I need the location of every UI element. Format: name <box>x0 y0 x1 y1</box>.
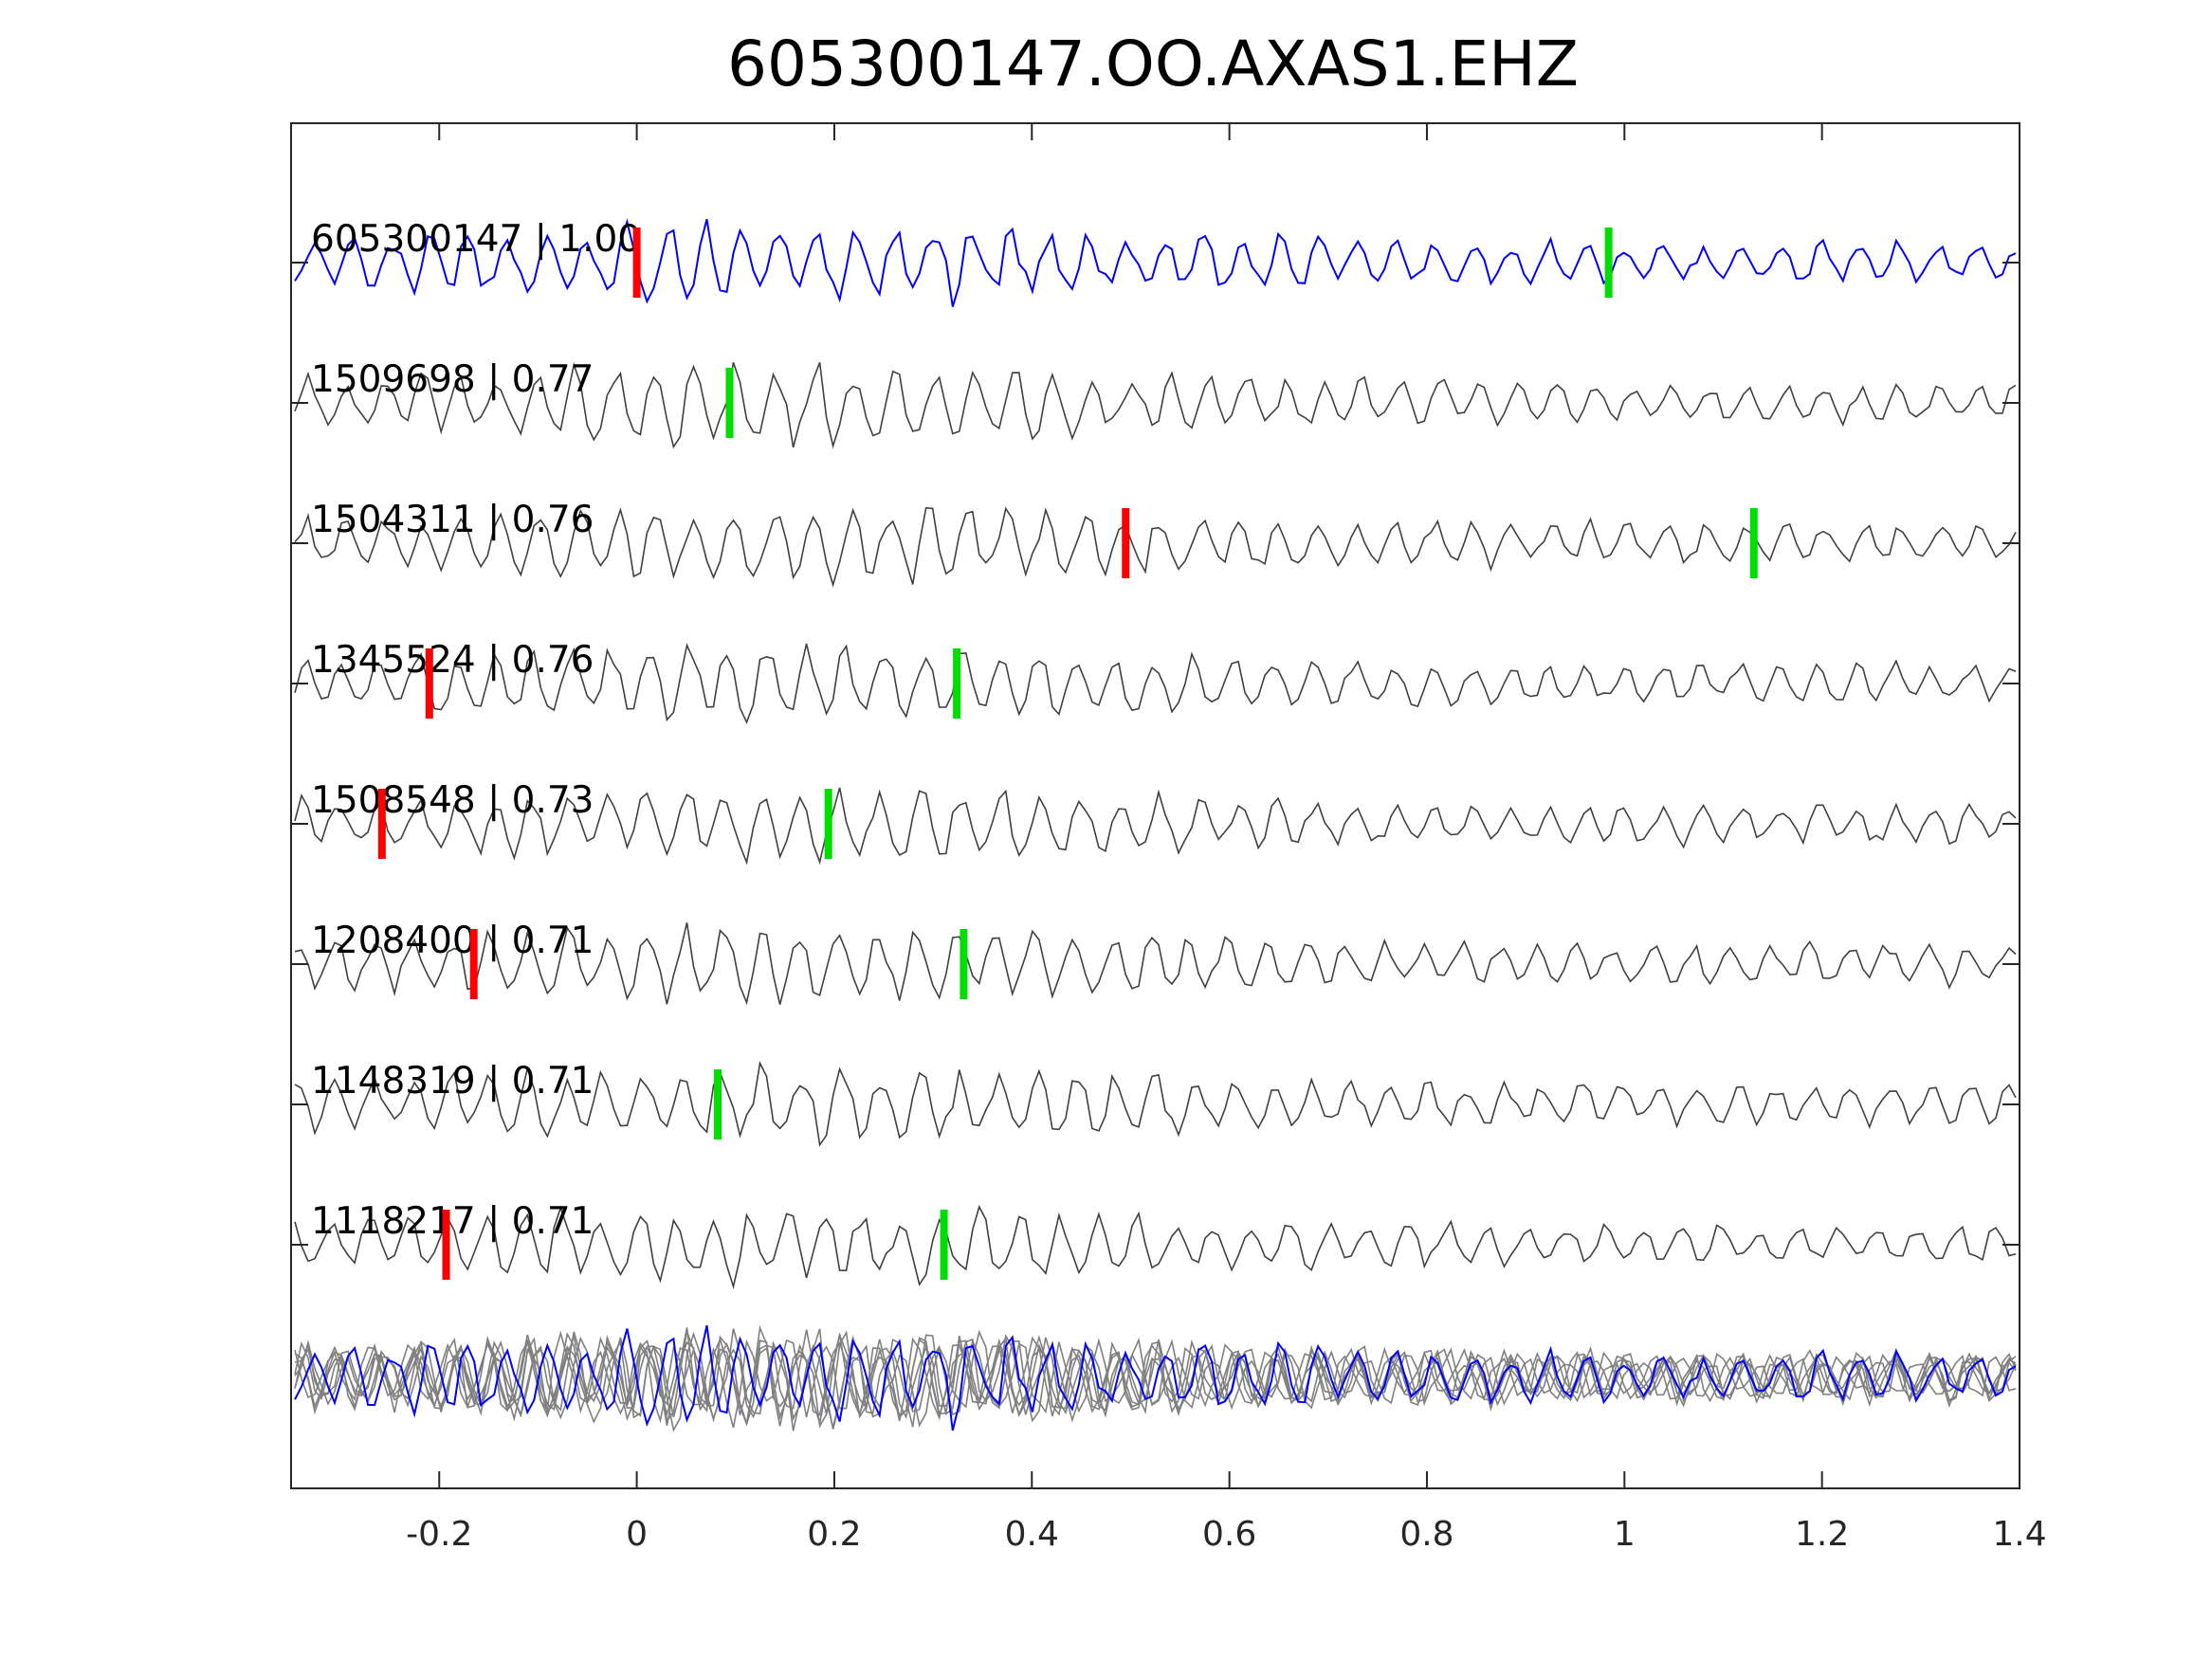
p-pick-marker <box>442 1210 450 1280</box>
s-pick-marker <box>1604 228 1613 298</box>
chart-title: 605300147.OO.AXAS1.EHZ <box>727 27 1579 100</box>
stacked-trace-template <box>294 1324 2017 1431</box>
s-pick-marker <box>714 1069 722 1139</box>
trace-label: 1208400 | 0.71 <box>311 920 594 962</box>
stacked-trace-1118217 <box>294 1329 2017 1429</box>
waveform-trace-1208400 <box>294 922 2017 1006</box>
s-pick-marker <box>953 648 961 719</box>
stacked-trace-1509698 <box>294 1328 2017 1432</box>
p-pick-marker <box>425 648 433 719</box>
waveform-trace-1504311 <box>294 506 2017 588</box>
x-tick-label: 1.2 <box>1795 1515 1849 1554</box>
trace-label: 1148319 | 0.71 <box>311 1060 594 1103</box>
x-tick-label: 0.8 <box>1399 1515 1453 1554</box>
trace-label: 1509698 | 0.77 <box>311 358 594 401</box>
waveform-trace-1509698 <box>294 361 2017 449</box>
x-tick-label: 0.4 <box>1005 1515 1059 1554</box>
stacked-trace-1345524 <box>294 1328 2017 1427</box>
waveform-trace-1118217 <box>294 1204 2017 1290</box>
p-pick-marker <box>377 789 386 859</box>
p-pick-marker <box>1122 508 1130 578</box>
waveform-trace-1148319 <box>294 1060 2017 1147</box>
p-pick-marker <box>469 929 478 999</box>
x-tick-label: 0 <box>626 1515 648 1554</box>
x-tick-label: 1.4 <box>1992 1515 2046 1554</box>
trace-label: 1508548 | 0.73 <box>311 779 594 822</box>
s-pick-marker <box>725 368 734 438</box>
s-pick-marker <box>960 929 968 999</box>
trace-label: 1345524 | 0.76 <box>311 639 594 682</box>
s-pick-marker <box>1749 508 1758 578</box>
plot-frame <box>290 122 2020 1489</box>
waveform-trace-1345524 <box>294 642 2017 724</box>
stacked-trace-1208400 <box>294 1327 2017 1427</box>
x-tick-label: -0.2 <box>406 1515 472 1554</box>
s-pick-marker <box>824 789 832 859</box>
x-tick-label: 0.2 <box>807 1515 861 1554</box>
s-pick-marker <box>940 1210 948 1280</box>
trace-label: 1118217 | 0.71 <box>311 1200 594 1243</box>
trace-label: 605300147 | 1.00 <box>311 218 641 261</box>
trace-label: 1504311 | 0.76 <box>311 499 594 541</box>
x-tick-label: 1 <box>1614 1515 1636 1554</box>
x-tick-label: 0.6 <box>1202 1515 1256 1554</box>
waveform-trace-605300147 <box>294 218 2017 307</box>
p-pick-marker <box>632 228 641 298</box>
waveform-trace-1508548 <box>294 787 2017 866</box>
